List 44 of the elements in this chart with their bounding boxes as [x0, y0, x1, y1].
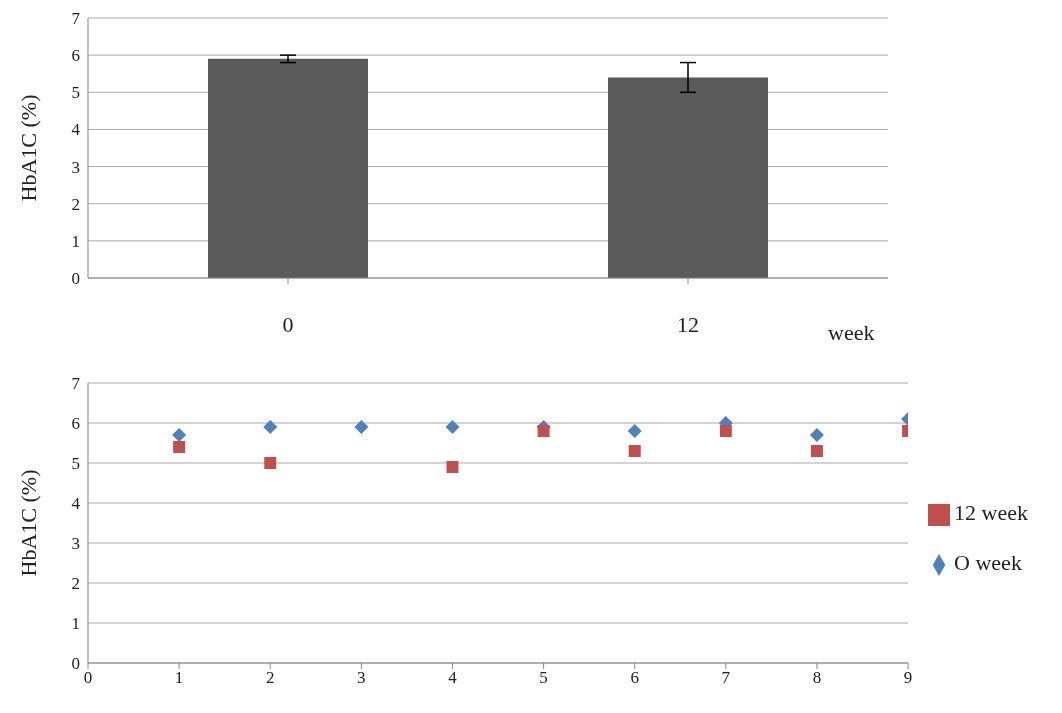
legend-label: O week [954, 550, 1022, 575]
x-tick-label: 7 [721, 668, 731, 688]
y-tick-label: 3 [71, 534, 80, 554]
point [173, 441, 186, 453]
y-axis-title: HbA1C (%) [15, 469, 41, 577]
point [172, 428, 187, 442]
y-tick-label: 7 [71, 374, 81, 394]
y-tick-label: 1 [71, 231, 80, 251]
y-tick-label: 2 [71, 574, 80, 594]
y-tick-label: 7 [71, 9, 81, 29]
point [810, 445, 823, 457]
y-tick-label: 4 [71, 120, 81, 140]
x-axis-title: week [828, 320, 875, 346]
x-tick-label: 4 [448, 668, 458, 688]
point [628, 445, 641, 457]
y-axis-title: HbA1C (%) [15, 94, 41, 202]
y-tick-label: 4 [71, 494, 81, 514]
y-tick-label: 5 [71, 454, 80, 474]
point [445, 420, 460, 434]
point [354, 420, 369, 434]
y-tick-label: 2 [71, 194, 80, 214]
y-tick-label: 1 [71, 614, 80, 634]
point [537, 425, 550, 437]
point [264, 457, 277, 469]
point [627, 424, 642, 438]
y-tick-label: 0 [71, 654, 80, 674]
legend-label: 12 week [954, 500, 1028, 525]
x-tick-label: 3 [357, 668, 366, 688]
x-tick-label: 12 [677, 311, 699, 337]
point [809, 428, 824, 442]
x-tick-label: 6 [630, 668, 639, 688]
x-tick-label: 5 [539, 668, 548, 688]
y-tick-label: 6 [71, 414, 80, 434]
y-tick-label: 5 [71, 83, 80, 103]
x-tick-label: 2 [265, 668, 275, 688]
point [263, 420, 278, 434]
point [446, 461, 459, 473]
x-tick-label: 1 [174, 668, 184, 688]
y-tick-label: 3 [71, 157, 80, 177]
x-tick-label: 8 [812, 668, 822, 688]
y-tick-label: 6 [71, 46, 80, 66]
point [719, 425, 732, 437]
x-tick-label: 9 [903, 668, 913, 688]
y-tick-label: 0 [71, 269, 80, 289]
